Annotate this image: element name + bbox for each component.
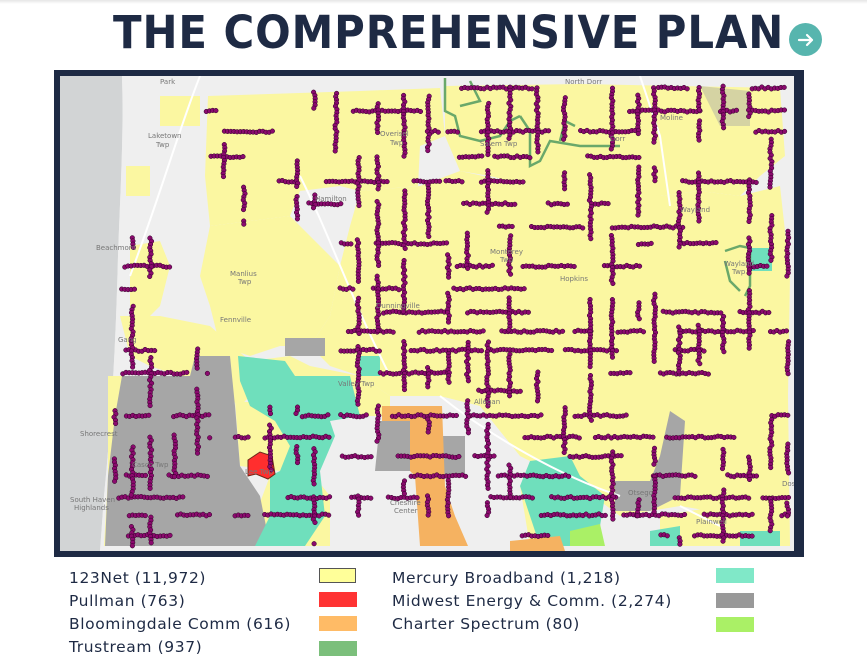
place-label: Twp — [499, 256, 514, 264]
legend-label-123net: 123Net (11,972) — [69, 569, 207, 587]
legend-swatch-mercury — [716, 568, 754, 583]
legend-swatch-bloomingdale — [319, 616, 357, 631]
legend-label-trustream: Trustream (937) — [69, 638, 203, 656]
legend-label-charter: Charter Spectrum (80) — [392, 615, 580, 633]
legend-label-midwest: Midwest Energy & Comm. (2,274) — [392, 592, 672, 610]
place-label: Twp — [731, 268, 746, 276]
place-label: Plainwell — [696, 518, 727, 526]
region-mercury-broadband — [238, 248, 780, 546]
place-label: Highlands — [74, 504, 109, 512]
legend-label-pullman: Pullman (763) — [69, 592, 186, 610]
place-label: Wayland — [724, 260, 754, 268]
place-label: Valley Twp — [338, 380, 375, 388]
place-labels: Park North DorrLaketownTwpOveriselTwpMoli… — [70, 78, 794, 526]
place-label: Twp — [389, 139, 404, 147]
legend-swatch-trustream — [319, 641, 357, 656]
place-label: Beachmont — [96, 244, 136, 252]
region-charter-spectrum — [570, 524, 605, 546]
place-label: Dorr — [610, 135, 625, 143]
subscriber-points — [111, 83, 792, 549]
place-label: Dunningville — [376, 302, 420, 310]
legend-label-mercury: Mercury Broadband (1,218) — [392, 569, 621, 587]
top-shadow — [0, 0, 867, 4]
legend-label-bloomingdale: Bloomingdale Comm (616) — [69, 615, 291, 633]
map-frame: Park North Dorr Laketown Twp Overisel Twp Moli… — [54, 70, 804, 557]
place-label: Overisel — [380, 130, 409, 138]
legend-swatch-midwest — [716, 593, 754, 608]
place-label: Twp — [237, 278, 252, 286]
place-label: Salem Twp — [480, 140, 518, 148]
place-label: Manlius — [230, 270, 257, 278]
place-label: Gang — [118, 336, 137, 344]
place-label: Fennville — [220, 316, 251, 324]
place-label: Moline — [660, 114, 683, 122]
legend-swatch-charter — [716, 617, 754, 632]
roads — [129, 76, 721, 527]
place-label: Center — [394, 507, 418, 515]
next-button[interactable] — [789, 23, 822, 56]
map-canvas: Park North DorrLaketownTwpOveriselTwpMoli… — [60, 76, 794, 551]
place-label: Hamilton — [315, 195, 347, 203]
legend-swatch-123net — [319, 568, 356, 583]
lake-michigan — [60, 76, 123, 551]
place-label: Park — [160, 78, 176, 86]
place-label: Laketown — [148, 132, 182, 140]
place-label: Monterey — [490, 248, 523, 256]
place-label: Lee Twp — [245, 468, 273, 476]
place-label: Casco Twp — [132, 461, 169, 469]
place-label: Otsego — [628, 489, 653, 497]
place-label: North Dorr — [565, 78, 602, 86]
place-label: South Haven — [70, 496, 115, 504]
broadband-coverage-map[interactable]: Park North Dorr Laketown Twp Overisel Twp Moli… — [60, 76, 794, 551]
place-label: Shorecrest — [80, 430, 118, 438]
place-label: Allegan — [474, 398, 500, 406]
place-label: Wayland — [680, 206, 710, 214]
place-label: Cheshire — [390, 499, 421, 507]
place-label: Twp — [155, 141, 170, 149]
place-label: Hopkins — [560, 275, 588, 283]
legend-swatch-pullman — [319, 592, 357, 607]
page-title: THE COMPREHENSIVE PLAN — [113, 6, 785, 59]
legend: 123Net (11,972) Pullman (763) Bloomingda… — [0, 565, 867, 665]
place-label: Dost — [782, 480, 794, 488]
arrow-right-icon — [797, 33, 813, 46]
